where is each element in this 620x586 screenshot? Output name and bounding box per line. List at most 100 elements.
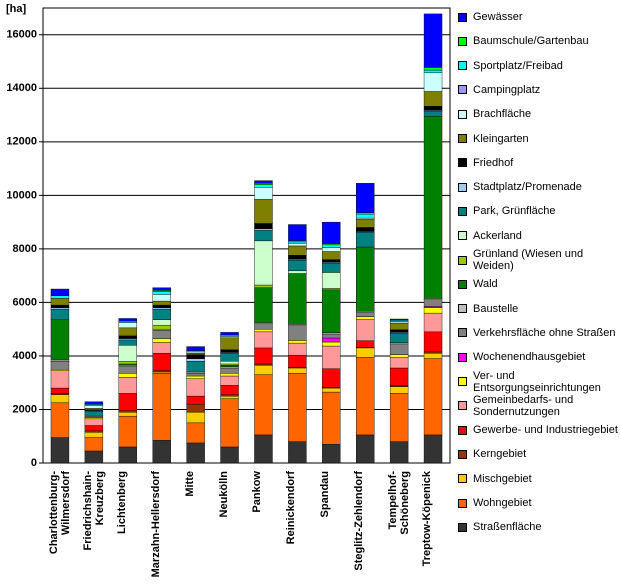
bar-segment (322, 368, 341, 388)
bar-segment (84, 405, 104, 409)
bar-segment (50, 394, 70, 403)
bar-segment (50, 304, 70, 308)
bar-segment (254, 183, 273, 185)
bar-segment (356, 316, 375, 320)
bar-segment (356, 246, 375, 312)
bar-segment (254, 347, 273, 365)
bar-segment (254, 187, 273, 200)
bar-segment (220, 337, 239, 350)
legend-item: Sportplatz/Freibad (458, 59, 563, 73)
bar-segment (152, 328, 171, 331)
x-tick-label: Steglitz-Zehlendorf (353, 471, 366, 571)
bar-segment (389, 321, 409, 324)
y-tick-label: 8000 (13, 243, 37, 255)
bar-segment (356, 217, 375, 220)
x-tick-label: Pankow (251, 471, 264, 513)
bar-segment (220, 385, 239, 395)
bar-segment (84, 430, 104, 433)
bar-segment (118, 377, 137, 394)
bar-segment (152, 319, 171, 326)
bar-segment (356, 340, 375, 348)
bar-segment (423, 91, 443, 107)
bar-segment (50, 437, 70, 464)
legend-item: Baumschule/Gartenbau (458, 34, 589, 48)
x-tick-label: Reinickendorf (285, 471, 298, 545)
legend-swatch (458, 522, 467, 532)
bar-segment (389, 386, 409, 394)
bar-segment (356, 232, 375, 248)
bar-segment (389, 357, 409, 369)
bar-segment (118, 363, 137, 366)
bar-segment (84, 437, 104, 452)
y-tick-label: 4000 (13, 350, 37, 362)
legend-label: Brachfläche (473, 108, 532, 121)
legend-item: Campingplatz (458, 83, 540, 97)
bar-segment (254, 228, 273, 231)
legend-label: Ackerland (473, 229, 522, 242)
legend-item: Ver- und Entsorgungseinrichtungen (458, 370, 601, 394)
bar-segment (322, 244, 341, 248)
bar-segment (254, 374, 273, 436)
bar-segment (254, 322, 273, 325)
bar-segment (220, 394, 239, 397)
bar-segment (356, 319, 375, 341)
bar-segment (423, 331, 443, 353)
legend-label: Baustelle (473, 302, 519, 315)
bar-segment (118, 345, 137, 362)
bar-segment (288, 367, 307, 374)
legend-swatch (458, 158, 467, 168)
bar-segment (423, 307, 443, 314)
legend-swatch (458, 36, 467, 46)
bar-segment (118, 338, 137, 341)
bar-segment (254, 180, 273, 184)
legend-swatch (458, 401, 467, 411)
legend-label: Campingplatz (473, 83, 541, 96)
legend-item: Wald (458, 277, 498, 291)
bar-segment (152, 373, 171, 441)
legend-item: Baustelle (458, 302, 518, 316)
bar-segment (322, 444, 341, 464)
bar-segment (322, 288, 341, 291)
bar-segment (322, 333, 341, 339)
legend-label: Sportplatz/Freibad (473, 59, 563, 72)
legend-item: Stadtplatz/Promenade (458, 180, 582, 194)
bar-segment (423, 298, 443, 300)
bar-segment (322, 247, 341, 252)
legend-label: Stadtplatz/Promenade (473, 181, 582, 194)
bar-segment (118, 446, 137, 464)
bar-segment (389, 367, 409, 386)
bar-segment (84, 415, 104, 418)
bar-segment (50, 370, 70, 389)
bar-segment (152, 287, 171, 291)
legend-label: Gewässer (473, 11, 523, 23)
bar-segment (152, 342, 171, 354)
bar-segment (288, 342, 307, 356)
legend-label: Baumschule/Gartenbau (473, 35, 589, 48)
bar-segment (254, 184, 273, 188)
bar-segment (118, 410, 137, 413)
legend-swatch (458, 352, 467, 362)
bar-segment (423, 353, 443, 359)
bar-segment (288, 255, 307, 260)
bar-segment (322, 341, 341, 347)
bar-segment (84, 425, 104, 432)
x-tick-label: Friedrichshain- Kreuzberg (81, 471, 106, 551)
bar-segment (84, 450, 104, 464)
bar-segment (288, 325, 307, 341)
plot-frame (42, 7, 451, 464)
legend-item: Straßenfläche (458, 520, 541, 534)
legend-swatch (458, 12, 467, 22)
bar-segment (389, 318, 409, 321)
bar-segment (423, 106, 443, 111)
legend-swatch (458, 498, 467, 508)
bar-segment (152, 338, 171, 343)
legend-item: Mischgebiet (458, 472, 532, 486)
legend-label: Wohngebiet (473, 497, 532, 509)
bar-segment (356, 357, 375, 436)
bar-segment (186, 378, 205, 397)
bar-segment (389, 329, 409, 333)
legend-item: Gemeinbedarfs- und Sondernutzungen (458, 394, 573, 418)
bar-segment (288, 243, 307, 247)
bar-segment (186, 351, 205, 354)
bar-segment (322, 387, 341, 393)
